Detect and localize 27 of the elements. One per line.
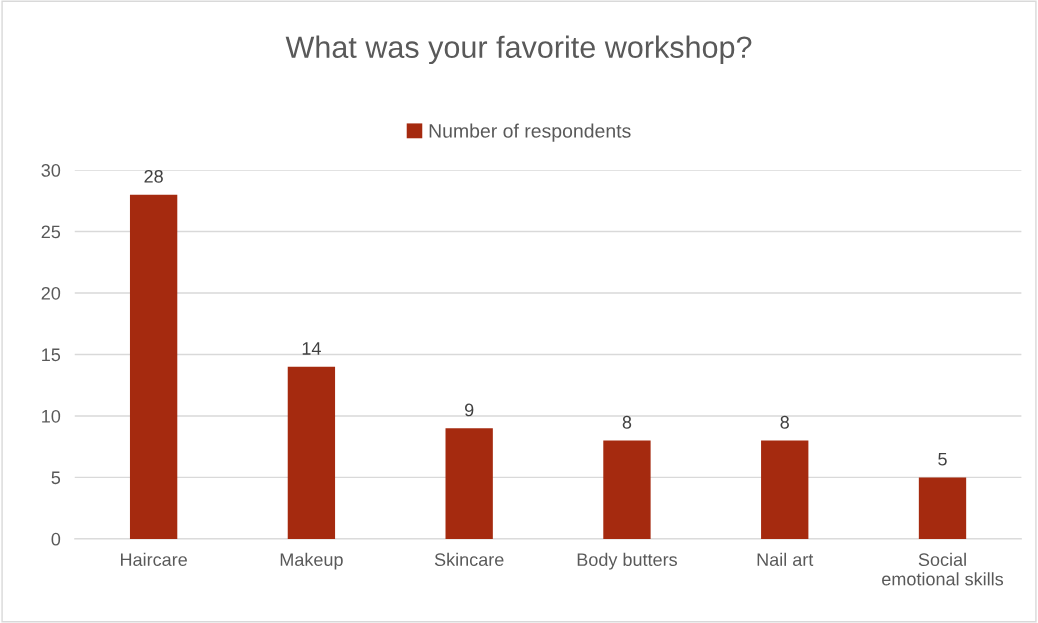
y-tick-label: 20	[41, 286, 61, 300]
data-label: 8	[780, 415, 789, 429]
x-tick-label: Haircare	[120, 552, 187, 567]
x-tick-label: Skincare	[434, 552, 504, 567]
legend-label: Number of respondents	[429, 123, 631, 142]
bar	[918, 477, 967, 539]
data-label: 8	[622, 415, 632, 429]
y-tick-label: 25	[41, 225, 61, 239]
y-tick-label: 30	[41, 164, 61, 177]
y-tick-label: 5	[51, 471, 61, 485]
data-label: 9	[465, 403, 474, 417]
bar	[445, 428, 493, 539]
x-tick-label: Body butters	[577, 552, 677, 570]
y-tick-label: 0	[51, 532, 61, 546]
x-tick-label: Nail art	[757, 552, 814, 567]
data-label: 14	[302, 342, 321, 355]
x-tick-label: Makeup	[280, 552, 343, 570]
data-label: 28	[144, 169, 163, 183]
y-tick-label: 10	[42, 409, 61, 423]
y-tick-label: 15	[42, 348, 61, 362]
bar	[287, 366, 336, 539]
bar	[129, 194, 178, 539]
bar	[603, 440, 651, 539]
bar	[761, 440, 809, 539]
chart-title: What was your favorite workshop?	[285, 35, 752, 65]
data-label: 5	[938, 452, 947, 466]
x-tick-label: Social emotional skills	[882, 552, 1004, 586]
